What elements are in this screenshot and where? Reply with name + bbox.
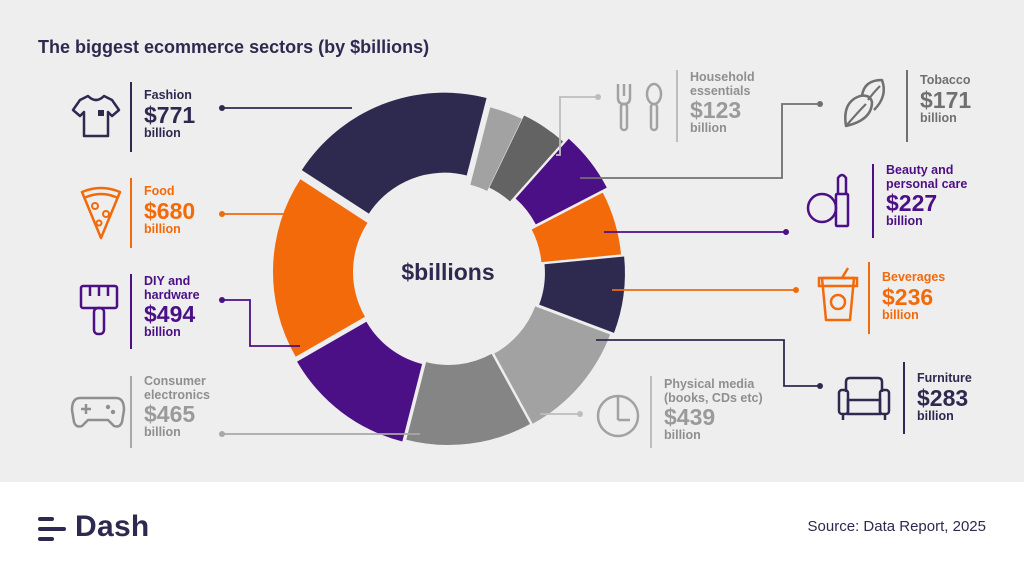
beverages-divider — [868, 262, 870, 334]
donut-slice-beauty — [515, 138, 607, 225]
donut-slice-household — [470, 107, 522, 191]
diy-label: DIY and hardware $494 billion — [144, 274, 214, 340]
connector-dot-beauty — [783, 229, 789, 235]
media-name: Physical media (books, CDs etc) — [664, 377, 763, 405]
cutlery-icon — [616, 82, 663, 132]
connector-diy — [222, 299, 300, 347]
chart-title: The biggest ecommerce sectors (by $billi… — [38, 37, 430, 57]
food-unit: billion — [144, 221, 181, 236]
electronics-divider — [130, 376, 132, 448]
tobacco-value: $171 — [920, 86, 972, 113]
media-value: $439 — [664, 404, 716, 430]
beauty-name: Beauty and personal care — [886, 163, 968, 191]
media-label: Physical media (books, CDs etc) $439 bil… — [664, 377, 774, 443]
tobacco-name: Tobacco — [920, 73, 971, 87]
fashion-label: Fashion $771 billion — [144, 88, 196, 140]
diy-divider — [130, 274, 132, 349]
beauty-label: Beauty and personal care $227 billion — [886, 163, 981, 229]
household-divider — [676, 70, 678, 142]
gamepad-icon — [70, 396, 126, 428]
tobacco-label: Tobacco $171 billion — [920, 73, 972, 125]
donut-slice-food — [273, 179, 368, 357]
connector-dot-diy — [219, 297, 225, 303]
connector-tobacco — [580, 103, 820, 179]
furniture-value: $283 — [917, 384, 969, 411]
diy-value: $494 — [144, 301, 196, 327]
tshirt-icon — [71, 94, 121, 138]
food-value: $680 — [144, 197, 196, 224]
food-label: Food $680 billion — [144, 184, 196, 236]
household-label: Household essentials $123 billion — [690, 70, 770, 136]
footer — [0, 482, 1024, 576]
connector-dot-furniture — [817, 383, 823, 389]
household-value: $123 — [690, 97, 742, 123]
connector-dot-fashion — [219, 105, 225, 111]
source-text: Source: Data Report, 2025 — [807, 518, 986, 535]
diy-unit: billion — [144, 325, 181, 340]
fashion-unit: billion — [144, 125, 181, 140]
donut-slice-fashion — [301, 92, 487, 214]
connector-dot-tobacco — [817, 101, 823, 107]
leaf-icon — [844, 78, 885, 128]
cosmetics-icon — [806, 173, 850, 228]
paintbrush-icon — [79, 284, 119, 336]
connector-dot-food — [219, 211, 225, 217]
donut-center-label: $billions — [401, 259, 494, 285]
household-name: Household essentials — [690, 70, 755, 98]
fashion-name: Fashion — [144, 88, 192, 102]
tobacco-unit: billion — [920, 110, 957, 125]
furniture-unit: billion — [917, 408, 954, 423]
electronics-name: Consumer electronics — [144, 374, 211, 402]
diy-name: DIY and hardware — [144, 274, 200, 302]
beverages-unit: billion — [882, 307, 919, 322]
cup-icon — [817, 267, 859, 322]
pizza-icon — [80, 186, 122, 240]
beauty-divider — [872, 164, 874, 238]
food-divider — [130, 178, 132, 248]
beverages-label: Beverages $236 billion — [882, 270, 946, 322]
connector-dot-household — [595, 94, 601, 100]
connector-household — [556, 96, 598, 156]
media-unit: billion — [664, 428, 701, 443]
furniture-label: Furniture $283 billion — [917, 371, 972, 423]
beverages-name: Beverages — [882, 270, 946, 284]
donut-chart: $billions — [219, 92, 823, 445]
furniture-divider — [903, 362, 905, 434]
donut-slice-diy — [297, 321, 423, 442]
food-name: Food — [144, 184, 175, 198]
connector-dot-electronics — [219, 431, 225, 437]
beverages-value: $236 — [882, 283, 934, 310]
fashion-divider — [130, 82, 132, 152]
donut-center — [358, 182, 538, 362]
dash-logo-icon — [38, 517, 66, 541]
donut-slice-electronics — [406, 353, 531, 445]
disc-icon — [596, 394, 640, 438]
brand-name: Dash — [75, 510, 150, 543]
household-unit: billion — [690, 121, 727, 136]
beauty-unit: billion — [886, 214, 923, 229]
electronics-label: Consumer electronics $465 billion — [144, 374, 234, 440]
tobacco-divider — [906, 70, 908, 142]
media-divider — [650, 376, 652, 448]
connector-dot-beverages — [793, 287, 799, 293]
donut-slice-beverages — [531, 192, 622, 263]
electronics-value: $465 — [144, 401, 196, 427]
donut-slice-media — [494, 306, 611, 424]
donut-slice-tobacco — [489, 115, 564, 202]
connector-furniture — [596, 339, 820, 387]
electronics-unit: billion — [144, 425, 181, 440]
fashion-value: $771 — [144, 101, 196, 128]
armchair-icon — [837, 376, 891, 420]
furniture-name: Furniture — [917, 371, 972, 385]
donut-slice-furniture — [539, 256, 625, 333]
connector-dot-media — [577, 411, 583, 417]
beauty-value: $227 — [886, 190, 938, 216]
